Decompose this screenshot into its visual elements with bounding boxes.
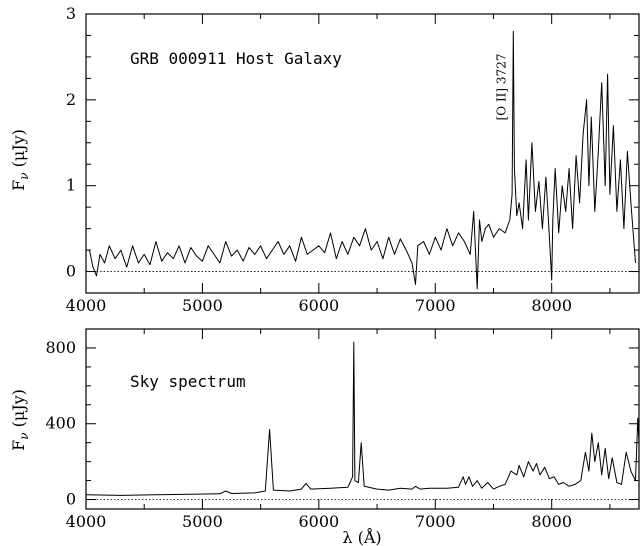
host-galaxy-y-tick-label: 0 (66, 262, 76, 281)
host-galaxy-y-tick-label: 3 (66, 4, 76, 23)
host-galaxy-y-axis-label-main: F (9, 180, 28, 191)
host-galaxy-x-tick-label: 7000 (415, 296, 456, 315)
host-galaxy-x-tick-label: 6000 (298, 296, 339, 315)
sky-spectrum-y-axis-label: Fν (μJy) (9, 389, 31, 451)
sky-spectrum-y-axis-label-sub: ν (17, 433, 31, 440)
oii-3727-line-label: [O II] 3727 (494, 54, 508, 121)
host-galaxy-y-axis-label: Fν (μJy) (9, 129, 31, 191)
host-galaxy-y-tick-label: 1 (66, 176, 76, 195)
sky-spectrum-y-tick-label: 400 (45, 414, 76, 433)
sky-spectrum-x-tick-label: 4000 (66, 512, 107, 531)
sky-spectrum-plot-frame (85, 328, 640, 510)
sky-spectrum-y-tick-label: 0 (66, 490, 76, 509)
sky-spectrum-annotation: Sky spectrum (130, 372, 246, 391)
host-galaxy-panel: 4000 5000 6000 7000 8000 0 1 2 3 GRB 000911 Host… (9, 4, 640, 315)
sky-spectrum-x-tick-label: 7000 (415, 512, 456, 531)
host-galaxy-y-axis-label-unit: (μJy) (9, 129, 28, 172)
host-galaxy-x-tick-label: 4000 (66, 296, 107, 315)
sky-spectrum-x-tick-label: 5000 (182, 512, 223, 531)
host-galaxy-ticks: 4000 5000 6000 7000 8000 0 1 2 3 (66, 4, 639, 315)
x-axis-label: λ (Å) (342, 527, 381, 546)
host-galaxy-spectrum-line (89, 30, 636, 290)
host-galaxy-y-tick-label: 2 (66, 90, 76, 109)
sky-spectrum-y-axis-label-unit: (μJy) (9, 389, 28, 432)
sky-spectrum-ticks: 4000 5000 6000 7000 8000 0 400 800 (45, 329, 639, 531)
sky-spectrum-x-tick-label: 6000 (298, 512, 339, 531)
sky-spectrum-y-tick-label: 800 (45, 338, 76, 357)
sky-spectrum-y-axis-label-main: F (9, 440, 28, 451)
host-galaxy-x-tick-label: 8000 (531, 296, 572, 315)
host-galaxy-plot-frame (85, 13, 640, 294)
sky-spectrum-x-tick-label: 8000 (531, 512, 572, 531)
sky-spectrum-panel: 4000 5000 6000 7000 8000 0 400 800 Sky spectrum… (9, 328, 640, 546)
host-galaxy-y-axis-label-sub: ν (17, 173, 31, 180)
sky-spectrum-line (85, 341, 640, 496)
host-galaxy-x-tick-label: 5000 (182, 296, 223, 315)
host-galaxy-annotation: GRB 000911 Host Galaxy (130, 49, 342, 68)
